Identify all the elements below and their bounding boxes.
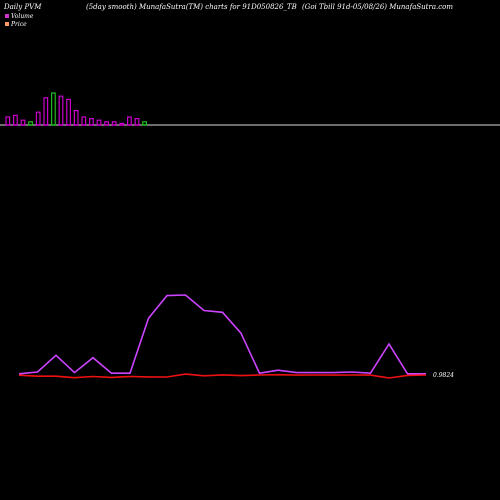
legend-item-volume: Volume: [5, 12, 33, 20]
legend-label-price: Price: [11, 20, 27, 28]
legend: Volume Price: [5, 12, 33, 28]
volume-bar: [126, 116, 132, 126]
chart-title-right: (Goi Tbill 91d-05/08/26) MunafaSutra.com: [302, 3, 453, 11]
volume-bar: [50, 92, 56, 126]
volume-bars: [5, 92, 148, 126]
volume-bar: [134, 117, 140, 126]
volume-bar: [35, 111, 41, 126]
volume-bar: [88, 117, 94, 126]
price-annotation: 0.9824: [433, 372, 454, 379]
volume-bar: [5, 116, 11, 126]
legend-swatch-price: [5, 22, 9, 26]
volume-bar: [66, 98, 72, 126]
price-line: [18, 373, 427, 379]
chart-title-center: (5day smooth) MunafaSutra(TM) charts for…: [86, 3, 297, 11]
legend-swatch-volume: [5, 14, 9, 18]
legend-label-volume: Volume: [11, 12, 34, 20]
volume-bar: [43, 97, 49, 126]
volume-bar: [58, 95, 64, 126]
volume-bar: [13, 114, 18, 126]
volume-bar: [73, 109, 79, 126]
chart-title-left: Daily PVM: [4, 3, 42, 11]
line-series: [18, 294, 427, 379]
volume-line: [18, 294, 426, 375]
volume-bar: [81, 116, 87, 126]
legend-item-price: Price: [5, 20, 33, 28]
